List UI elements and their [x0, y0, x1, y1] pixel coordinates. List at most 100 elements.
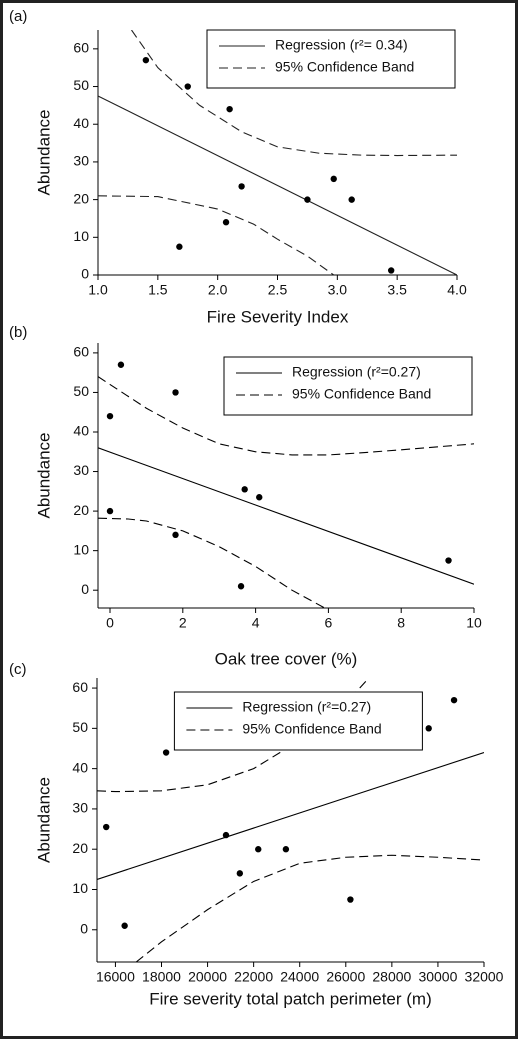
y-tick-label: 60 [72, 679, 88, 695]
x-tick-label: 28000 [372, 969, 411, 985]
data-point [184, 83, 191, 90]
data-point [304, 196, 311, 203]
legend-label: Regression (r²=0.27) [292, 364, 421, 380]
data-point [282, 846, 290, 853]
panel-label: (c) [9, 661, 27, 678]
y-tick-label: 10 [72, 880, 88, 896]
x-tick-label: 6 [325, 615, 333, 631]
x-tick-label: 30000 [418, 969, 457, 985]
legend-box [223, 356, 473, 416]
x-tick-label: 8 [397, 615, 405, 631]
y-tick-label: 0 [80, 920, 88, 936]
panel-label: (a) [9, 8, 27, 25]
y-tick-label: 60 [73, 40, 89, 56]
x-tick-label: 2.5 [268, 282, 288, 298]
y-tick-label: 10 [73, 228, 89, 244]
x-tick-label: 2.0 [208, 282, 228, 298]
data-point [255, 846, 262, 853]
x-tick-label: 3.0 [328, 282, 348, 298]
confidence-band [135, 854, 484, 962]
x-tick-label: 2 [179, 615, 187, 631]
data-point [103, 823, 110, 831]
confidence-band [98, 195, 335, 275]
x-axis-label: Fire Severity Index [207, 307, 349, 326]
x-tick-label: 18000 [142, 969, 181, 985]
legend-label: Regression (r²= 0.34) [275, 37, 408, 53]
data-point [387, 267, 395, 274]
y-tick-label: 50 [72, 719, 88, 735]
x-tick-label: 26000 [326, 969, 365, 985]
y-tick-label: 30 [72, 800, 88, 816]
y-tick-label: 40 [72, 759, 88, 775]
x-tick-label: 1.5 [148, 282, 168, 298]
confidence-band [131, 30, 457, 157]
y-axis-label: Abundance [34, 777, 53, 863]
plot-area [97, 678, 484, 962]
y-axis-label: Abundance [34, 432, 53, 518]
legend-label: Regression (r²=0.27) [242, 699, 371, 715]
confidence-band [98, 517, 326, 608]
x-tick-label: 4.0 [447, 282, 467, 298]
y-tick-label: 50 [73, 77, 89, 93]
x-tick-label: 10 [466, 615, 482, 631]
data-point [106, 412, 114, 420]
y-tick-label: 20 [73, 502, 89, 518]
x-tick-label: 24000 [280, 969, 319, 985]
y-axis-label: Abundance [34, 109, 53, 195]
data-point [222, 219, 230, 226]
data-point [445, 557, 452, 564]
data-point [226, 105, 233, 113]
data-point [348, 196, 355, 203]
x-tick-label: 16000 [96, 969, 135, 985]
plot-area [98, 30, 457, 275]
regression-line [98, 95, 457, 275]
regression-line [98, 447, 474, 585]
data-point [142, 56, 150, 64]
plot-area [98, 361, 474, 608]
y-tick-label: 40 [73, 115, 89, 131]
x-tick-label: 4 [252, 615, 260, 631]
legend-label: 95% Confidence Band [242, 721, 381, 737]
legend-label: 95% Confidence Band [292, 386, 431, 402]
panel-label: (b) [9, 324, 27, 341]
data-point [222, 831, 230, 839]
data-point [162, 749, 170, 756]
x-tick-label: 3.5 [387, 282, 407, 298]
legend-label: 95% Confidence Band [275, 59, 414, 75]
x-tick-label: 32000 [465, 969, 504, 985]
data-point [117, 361, 125, 368]
data-point [237, 583, 245, 590]
legend-box [206, 29, 456, 89]
y-tick-label: 30 [73, 153, 89, 169]
data-point [106, 507, 114, 515]
data-point [176, 243, 183, 250]
data-point [347, 896, 354, 903]
data-point [241, 486, 248, 493]
y-tick-label: 0 [81, 266, 89, 282]
data-point [450, 696, 458, 704]
data-point [172, 389, 179, 396]
data-point [330, 175, 337, 183]
y-tick-label: 20 [72, 840, 88, 856]
data-point [172, 531, 179, 539]
y-tick-label: 40 [73, 423, 89, 439]
confidence-band [98, 376, 474, 456]
data-point [425, 725, 432, 732]
x-axis-label: Fire severity total patch perimeter (m) [149, 989, 431, 1008]
y-tick-label: 10 [73, 541, 89, 557]
x-tick-label: 20000 [188, 969, 227, 985]
data-point [121, 922, 128, 929]
y-tick-label: 0 [81, 581, 89, 597]
y-tick-label: 50 [73, 383, 89, 399]
x-axis-label: Oak tree cover (%) [215, 649, 358, 668]
x-tick-label: 22000 [234, 969, 273, 985]
y-tick-label: 60 [73, 344, 89, 360]
x-tick-label: 1.0 [88, 282, 108, 298]
data-point [256, 494, 263, 501]
legend-box [173, 691, 423, 751]
regression-line [97, 752, 484, 880]
data-point [238, 183, 245, 190]
x-tick-label: 0 [106, 615, 114, 631]
y-tick-label: 20 [73, 190, 89, 206]
